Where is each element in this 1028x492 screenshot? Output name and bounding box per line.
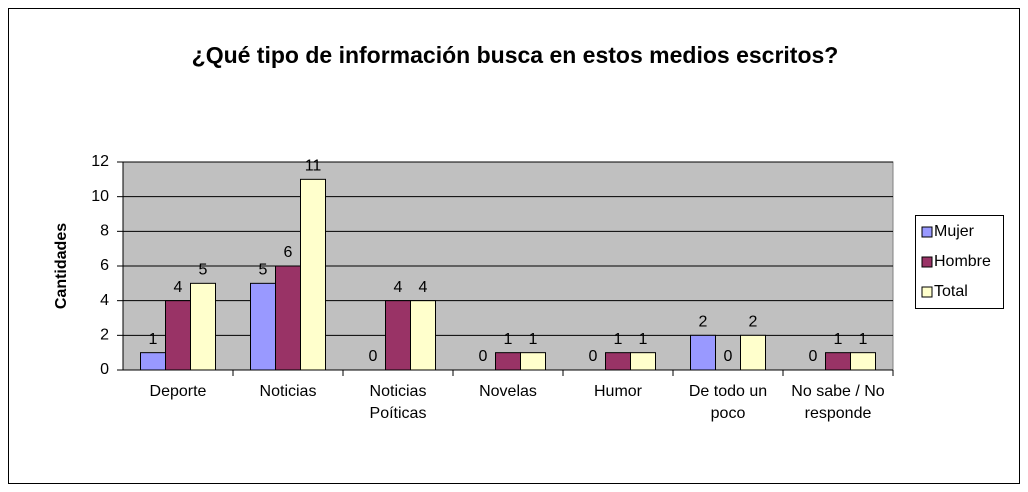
x-tick-label: Noticias Poíticas bbox=[369, 383, 427, 422]
bar bbox=[495, 352, 521, 371]
y-tick-label: 0 bbox=[100, 361, 109, 378]
bar bbox=[690, 334, 716, 371]
bar bbox=[825, 352, 851, 371]
data-label: 1 bbox=[529, 331, 538, 348]
data-label: 1 bbox=[614, 331, 623, 348]
bar bbox=[190, 282, 216, 371]
legend-swatch bbox=[921, 286, 933, 298]
bar bbox=[275, 265, 301, 371]
data-label: 11 bbox=[305, 158, 322, 175]
bar bbox=[630, 352, 656, 371]
x-tick-label: De todo un poco bbox=[688, 383, 768, 422]
legend-label: Hombre bbox=[934, 253, 991, 270]
legend-swatch bbox=[921, 226, 933, 238]
x-tick-label: Humor bbox=[593, 383, 642, 400]
data-label: 1 bbox=[149, 331, 158, 348]
x-tick-label: Deporte bbox=[149, 383, 207, 400]
bar bbox=[410, 300, 436, 371]
x-tick-label: Noticias bbox=[259, 383, 317, 400]
data-label: 1 bbox=[859, 331, 868, 348]
x-tick-label: Novelas bbox=[479, 383, 537, 400]
y-tick-label: 12 bbox=[91, 153, 109, 170]
data-label: 5 bbox=[199, 262, 208, 279]
data-label: 0 bbox=[479, 348, 488, 365]
bar bbox=[850, 352, 876, 371]
y-tick-label: 8 bbox=[100, 223, 109, 240]
y-tick-label: 10 bbox=[91, 188, 109, 205]
bar bbox=[520, 352, 546, 371]
bar bbox=[740, 334, 766, 371]
y-tick-label: 4 bbox=[100, 292, 109, 309]
data-label: 0 bbox=[369, 348, 378, 365]
data-label: 6 bbox=[284, 244, 293, 261]
data-label: 1 bbox=[504, 331, 513, 348]
bar bbox=[250, 282, 276, 371]
chart-title: ¿Qué tipo de información busca en estos … bbox=[191, 42, 839, 68]
bar bbox=[300, 178, 326, 371]
x-tick-label: No sabe / No responde bbox=[791, 383, 885, 422]
data-label: 0 bbox=[589, 348, 598, 365]
data-label: 4 bbox=[419, 279, 428, 296]
data-label: 1 bbox=[834, 331, 843, 348]
data-label: 5 bbox=[259, 262, 268, 279]
data-label: 4 bbox=[174, 279, 183, 296]
y-tick-label: 6 bbox=[100, 257, 109, 274]
data-label: 0 bbox=[724, 348, 733, 365]
y-axis-label: Cantidades bbox=[53, 223, 70, 309]
legend-label: Total bbox=[934, 283, 968, 300]
legend-swatch bbox=[921, 256, 933, 268]
bar bbox=[140, 352, 166, 371]
data-label: 2 bbox=[699, 314, 708, 331]
bar bbox=[385, 300, 411, 371]
data-label: 1 bbox=[639, 331, 648, 348]
data-label: 2 bbox=[749, 314, 758, 331]
bar bbox=[165, 300, 191, 371]
bar bbox=[605, 352, 631, 371]
legend-label: Mujer bbox=[934, 223, 975, 240]
y-tick-label: 2 bbox=[100, 327, 109, 344]
data-label: 4 bbox=[394, 279, 403, 296]
data-label: 0 bbox=[809, 348, 818, 365]
